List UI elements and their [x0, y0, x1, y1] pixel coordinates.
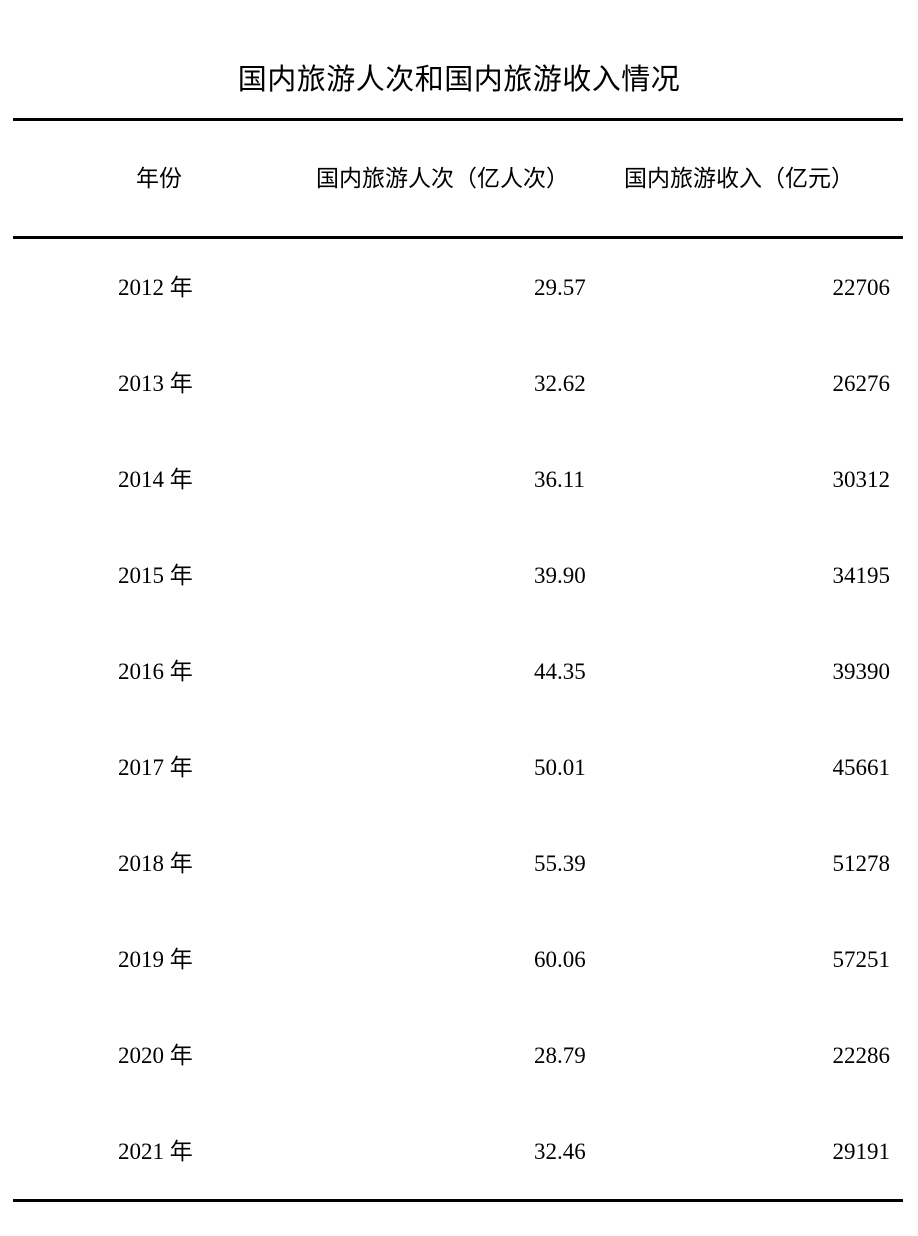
cell-trips: 32.46	[534, 1139, 586, 1164]
cell-trips: 32.62	[534, 371, 586, 396]
cell-year: 2021 年	[118, 1139, 193, 1164]
cell-year: 2012 年	[118, 275, 193, 300]
table-row: 2020 年 28.79 22286	[0, 1032, 918, 1128]
page-title: 国内旅游人次和国内旅游收入情况	[237, 64, 681, 96]
table-body: 2012 年 29.57 22706 2013 年 32.62 26276 20…	[0, 264, 918, 1224]
cell-trips: 36.11	[534, 467, 585, 492]
table-row: 2014 年 36.11 30312	[0, 456, 918, 552]
cell-trips: 60.06	[534, 947, 586, 972]
cell-trips: 55.39	[534, 851, 586, 876]
cell-revenue: 26276	[832, 371, 891, 396]
table-header-row: 年份 国内旅游人次（亿人次） 国内旅游收入（亿元）	[0, 158, 918, 200]
cell-trips: 28.79	[534, 1043, 586, 1068]
table-top-rule	[13, 118, 903, 121]
cell-year: 2020 年	[118, 1043, 193, 1068]
cell-revenue: 29191	[832, 1139, 891, 1164]
table-row: 2018 年 55.39 51278	[0, 840, 918, 936]
cell-revenue: 51278	[832, 851, 891, 876]
cell-revenue: 39390	[832, 659, 891, 684]
cell-year: 2015 年	[118, 563, 193, 588]
cell-revenue: 30312	[832, 467, 891, 492]
table-bottom-rule	[13, 1199, 903, 1202]
cell-revenue: 22286	[832, 1043, 891, 1068]
table-row: 2021 年 32.46 29191	[0, 1128, 918, 1224]
cell-trips: 39.90	[534, 563, 586, 588]
cell-revenue: 34195	[832, 563, 891, 588]
column-header-domestic-trips: 国内旅游人次（亿人次）	[316, 166, 569, 191]
column-header-year: 年份	[136, 166, 182, 191]
table-header-rule	[13, 236, 903, 239]
cell-revenue: 57251	[832, 947, 891, 972]
cell-trips: 44.35	[534, 659, 586, 684]
table-row: 2015 年 39.90 34195	[0, 552, 918, 648]
table-row: 2012 年 29.57 22706	[0, 264, 918, 360]
table-row: 2013 年 32.62 26276	[0, 360, 918, 456]
cell-year: 2016 年	[118, 659, 193, 684]
cell-trips: 29.57	[534, 275, 586, 300]
table-row: 2019 年 60.06 57251	[0, 936, 918, 1032]
cell-year: 2017 年	[118, 755, 193, 780]
cell-revenue: 22706	[832, 275, 891, 300]
cell-year: 2014 年	[118, 467, 193, 492]
table-row: 2017 年 50.01 45661	[0, 744, 918, 840]
cell-year: 2013 年	[118, 371, 193, 396]
cell-year: 2019 年	[118, 947, 193, 972]
column-header-domestic-revenue: 国内旅游收入（亿元）	[624, 166, 854, 191]
cell-trips: 50.01	[534, 755, 586, 780]
cell-revenue: 45661	[832, 755, 891, 780]
cell-year: 2018 年	[118, 851, 193, 876]
table-row: 2016 年 44.35 39390	[0, 648, 918, 744]
